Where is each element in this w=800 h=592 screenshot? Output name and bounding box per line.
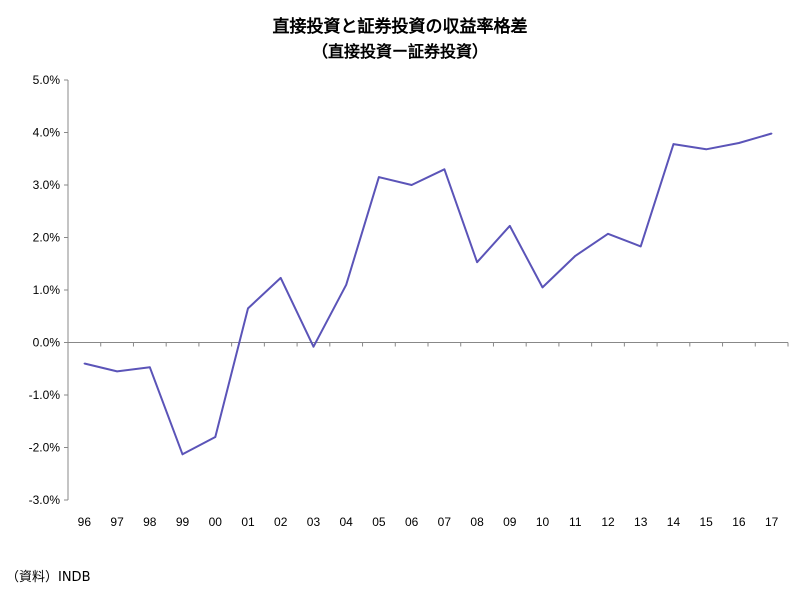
chart-subtitle: （直接投資ー証券投資） [311, 42, 488, 61]
x-tick-label: 00 [209, 515, 223, 529]
x-tick-label: 17 [765, 515, 779, 529]
axes [64, 79, 789, 501]
y-tick-label: -3.0% [29, 493, 61, 507]
x-tick-label: 04 [340, 515, 354, 529]
x-tick-label: 15 [700, 515, 714, 529]
line-chart: 5.0%4.0%3.0%2.0%1.0%0.0%-1.0%-2.0%-3.0% … [29, 73, 789, 529]
x-tick-label: 13 [634, 515, 648, 529]
source-note: （資料）INDB [6, 570, 91, 585]
x-tick-label: 97 [110, 515, 124, 529]
y-tick-label: 0.0% [33, 336, 61, 350]
x-tick-label: 08 [470, 515, 484, 529]
data-point [607, 233, 609, 235]
data-point [738, 142, 740, 144]
data-point [279, 277, 282, 279]
x-tick-label: 02 [274, 515, 288, 529]
data-point [509, 225, 511, 227]
data-point [214, 436, 217, 438]
x-tick-label: 01 [241, 515, 255, 529]
y-tick-label: 1.0% [33, 283, 61, 297]
x-tick-label: 07 [438, 515, 452, 529]
y-tick-label: -1.0% [29, 388, 61, 402]
y-tick-labels: 5.0% 4.0% 3.0% 2.0% 1.0% 0.0% -1.0% -2.0% -3.0% [29, 73, 61, 507]
data-point [541, 286, 544, 289]
data-point [574, 255, 577, 257]
y-tick-label: 5.0% [33, 73, 61, 87]
x-tick-label: 96 [78, 515, 92, 529]
data-point [312, 345, 315, 348]
data-point [705, 148, 707, 151]
x-tick-label: 05 [372, 515, 386, 529]
x-tick-label: 16 [732, 515, 746, 529]
data-point [149, 366, 151, 368]
x-tick-label: 11 [569, 515, 582, 529]
x-tick-label: 03 [307, 515, 321, 529]
data-point [672, 143, 675, 145]
y-tick-label: 4.0% [33, 126, 61, 140]
data-point [345, 283, 347, 286]
data-point [378, 176, 380, 178]
data-point [83, 362, 86, 365]
x-tick-label: 99 [176, 515, 190, 529]
chart-title: 直接投資と証券投資の収益率格差 [272, 17, 528, 37]
series-line [84, 132, 772, 456]
data-point [116, 370, 118, 373]
data-point [443, 168, 446, 171]
x-tick-label: 09 [503, 515, 517, 529]
data-point [181, 453, 184, 456]
x-tick-labels: 96 97 98 99 00 01 02 03 04 05 06 07 08 09 10 11 12 13 14 15… [78, 515, 779, 529]
x-tick-label: 98 [143, 515, 157, 529]
y-tick-label: 2.0% [33, 231, 61, 245]
x-tick-label: 06 [405, 515, 419, 529]
x-tick-label: 10 [536, 515, 550, 529]
y-tick-label: 3.0% [33, 178, 61, 192]
series-group [83, 132, 773, 456]
data-point [639, 245, 642, 248]
x-tick-label: 14 [667, 515, 681, 529]
data-point [410, 184, 413, 186]
x-tick-label: 12 [601, 515, 615, 529]
data-point [247, 307, 249, 310]
y-tick-label: -2.0% [29, 441, 61, 455]
data-point [770, 132, 773, 135]
data-point [476, 261, 478, 263]
